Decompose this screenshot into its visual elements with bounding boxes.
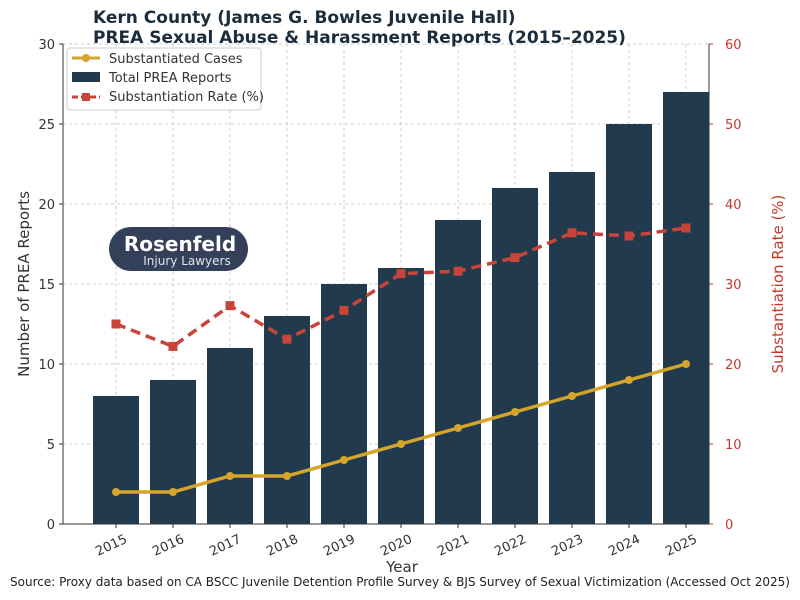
x-tick-label: 2018 (264, 532, 300, 560)
point-substantiated-2023 (568, 392, 576, 400)
y-tick-label: 10 (38, 358, 55, 373)
legend-label-total: Total PREA Reports (108, 71, 232, 86)
bar-2024 (606, 124, 652, 524)
y2-tick-label: 40 (725, 198, 742, 213)
y2-tick-label: 50 (725, 118, 742, 133)
point-rate-2025 (681, 223, 691, 233)
y-tick-label: 30 (38, 38, 55, 53)
y2-tick-label: 10 (725, 438, 742, 453)
bar-2016 (150, 380, 196, 524)
x-tick-label: 2021 (435, 532, 471, 560)
bar-2017 (207, 348, 253, 524)
chart-title-line1: Kern County (James G. Bowles Juvenile Ha… (93, 8, 516, 28)
legend-marker-substantiated (82, 54, 90, 62)
logo: Rosenfeld Injury Lawyers (109, 227, 248, 271)
y-tick-label: 20 (38, 198, 55, 213)
point-substantiated-2022 (511, 408, 519, 416)
x-axis-label: Year (385, 558, 419, 576)
legend-marker-rate (82, 93, 90, 101)
y2-axis-label: Substantiation Rate (%) (769, 195, 787, 374)
point-substantiated-2025 (682, 360, 690, 368)
point-rate-2017 (225, 301, 235, 311)
y-axis-label: Number of PREA Reports (15, 191, 33, 377)
point-rate-2024 (624, 231, 634, 241)
legend: Substantiated Cases Total PREA Reports S… (66, 47, 264, 111)
x-tick-label: 2025 (663, 532, 699, 560)
point-rate-2016 (168, 341, 178, 351)
point-rate-2023 (567, 228, 577, 238)
lines (111, 223, 691, 496)
point-rate-2015 (111, 319, 121, 329)
point-substantiated-2019 (340, 456, 348, 464)
bars (93, 92, 709, 524)
point-rate-2022 (510, 253, 520, 263)
y-tick-label: 0 (47, 518, 55, 533)
x-tick-label: 2017 (207, 532, 243, 560)
y-tick-label: 25 (38, 118, 55, 133)
y2-tick-label: 30 (725, 278, 742, 293)
bar-2015 (93, 396, 139, 524)
legend-label-rate: Substantiation Rate (%) (109, 90, 264, 105)
x-tick-label: 2023 (549, 532, 585, 560)
x-tick-label: 2016 (150, 532, 186, 560)
x-tick-label: 2019 (321, 532, 357, 560)
y-tick-label: 5 (47, 438, 55, 453)
point-rate-2021 (453, 266, 463, 276)
bar-2023 (549, 172, 595, 524)
point-substantiated-2021 (454, 424, 462, 432)
legend-label-substantiated: Substantiated Cases (109, 52, 243, 67)
point-substantiated-2024 (625, 376, 633, 384)
logo-name: Rosenfeld (124, 232, 236, 256)
legend-swatch-total (72, 72, 100, 82)
logo-badge (109, 227, 248, 271)
source-note: Source: Proxy data based on CA BSCC Juve… (10, 575, 790, 589)
bar-2019 (321, 284, 367, 524)
point-substantiated-2018 (283, 472, 291, 480)
point-rate-2019 (339, 305, 349, 315)
legend-box (66, 47, 262, 111)
y2-tick-label: 20 (725, 358, 742, 373)
x-tick-label: 2020 (378, 532, 414, 560)
logo-sub: Injury Lawyers (143, 254, 230, 268)
bar-2020 (378, 268, 424, 524)
chart-title-line2: PREA Sexual Abuse & Harassment Reports (… (93, 28, 626, 48)
point-rate-2018 (282, 334, 292, 344)
x-tick-label: 2015 (93, 532, 129, 560)
bar-2025 (663, 92, 709, 524)
point-substantiated-2017 (226, 472, 234, 480)
x-tick-label: 2024 (606, 532, 642, 560)
bar-2022 (492, 188, 538, 524)
point-substantiated-2015 (112, 488, 120, 496)
x-tick-label: 2022 (492, 532, 528, 560)
y2-tick-label: 60 (725, 38, 742, 53)
point-substantiated-2020 (397, 440, 405, 448)
point-rate-2020 (396, 269, 406, 279)
point-substantiated-2016 (169, 488, 177, 496)
y-tick-label: 15 (38, 278, 55, 293)
y2-tick-label: 0 (725, 518, 733, 533)
bar-2018 (264, 316, 310, 524)
